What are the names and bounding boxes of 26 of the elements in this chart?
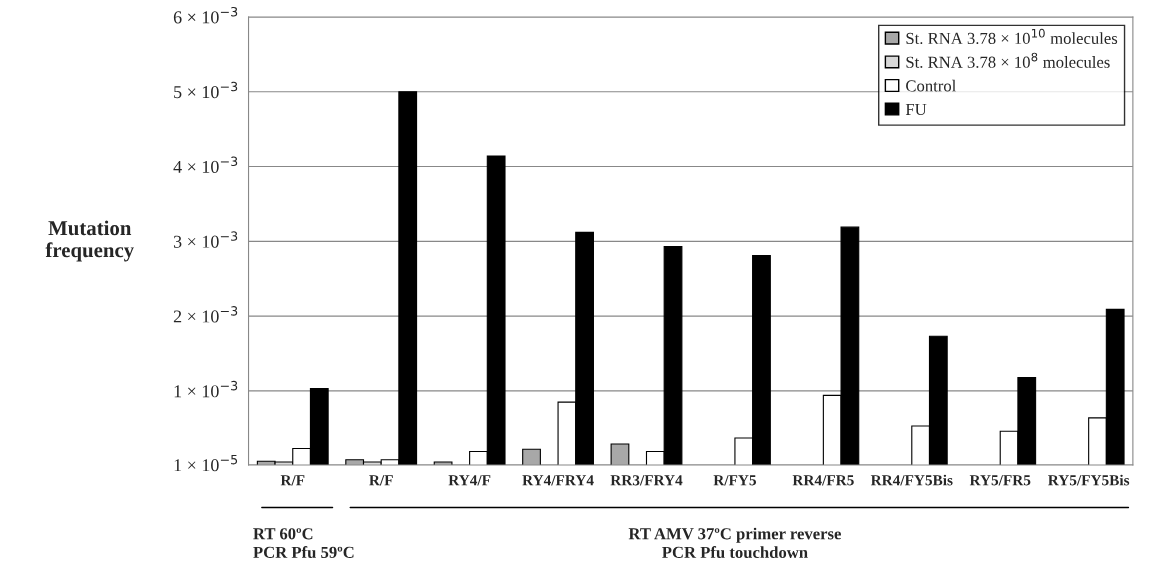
x-tick-label: RR4/FR5 [792, 475, 854, 486]
legend-label: Control [906, 79, 956, 92]
x-tick-label: RR4/FY5Bis [870, 474, 953, 486]
legend-label: St. RNA 3.78 × 10$^{8}$ molecules [906, 52, 1110, 68]
x-tick-label: RY4/F [448, 475, 491, 486]
y-tick-label: 1 × 10$^{−5}$ [174, 454, 238, 472]
text: RT AMV 37ºC primer reverse PCR Pfu touchdown [628, 527, 841, 558]
y-axis-title: Mutation frequency [45, 220, 134, 262]
y-tick-label: 4 × 10$^{−3}$ [173, 156, 238, 173]
x-tick-label: R/FY5 [713, 475, 757, 486]
y-tick-label: 2 × 10$^{−3}$ [173, 306, 238, 323]
x-tick-label: RY5/FR5 [969, 475, 1031, 486]
legend-label: FU [905, 103, 927, 116]
legend-label: St. RNA 3.78 × 10$^{10}$ molecules [906, 28, 1118, 45]
x-tick-label: RY5/FY5Bis [1048, 474, 1130, 486]
y-tick-label: 1 × 10$^{−3}$ [174, 380, 238, 398]
text: RT 60ºC PCR Pfu 59ºC [253, 528, 354, 558]
x-tick-label: R/F [280, 475, 305, 486]
bar [522, 448, 541, 465]
x-tick-label: RR3/FRY4 [610, 475, 683, 486]
bar [610, 443, 630, 465]
y-tick-label: 5 × 10$^{−3}$ [174, 81, 238, 99]
x-tick-label: R/F [369, 475, 393, 486]
x-tick-label: RY4/FRY4 [522, 475, 594, 486]
y-tick-label: 6 × 10$^{−3}$ [173, 6, 238, 24]
y-tick-label: 3 × 10$^{−3}$ [173, 231, 238, 248]
